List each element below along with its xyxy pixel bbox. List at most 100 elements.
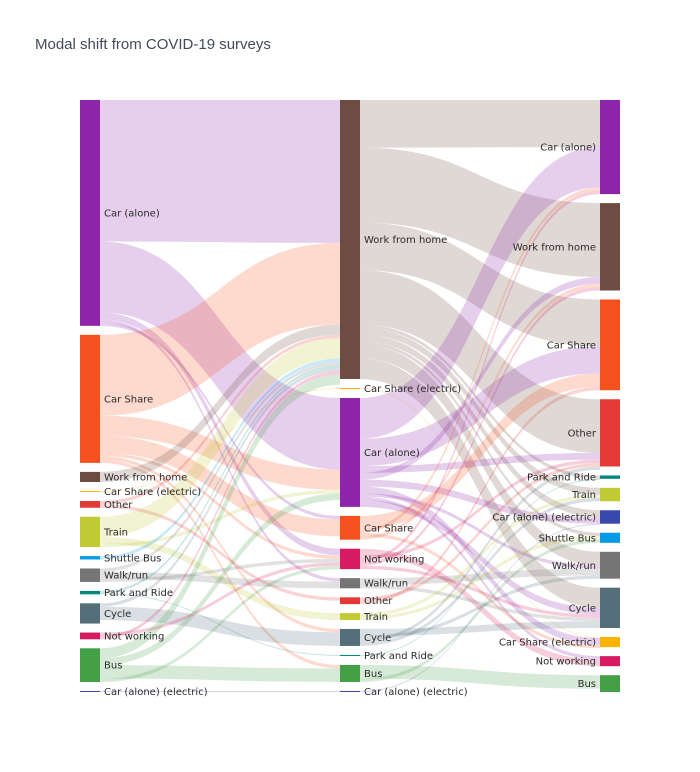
flow-other-to-other[interactable]	[360, 463, 600, 601]
node-right-car-alone[interactable]	[600, 100, 620, 195]
flow-walk-run-to-walk-run[interactable]	[360, 568, 600, 585]
flow-not-working-to-cycle[interactable]	[360, 565, 600, 618]
node-right-train[interactable]	[600, 487, 620, 502]
flow-park-and-ride-to-park-and-ride[interactable]	[360, 478, 600, 656]
flow-car-alone-to-car-share-electric[interactable]	[360, 486, 600, 645]
flow-car-share-to-car-share[interactable]	[360, 373, 600, 530]
node-left-train[interactable]	[80, 516, 100, 548]
flow-bus-to-car-alone[interactable]	[100, 493, 340, 666]
node-middle-walk-run[interactable]	[340, 578, 360, 589]
node-middle-car-alone[interactable]	[340, 398, 360, 507]
flow-car-alone-to-car-alone[interactable]	[360, 147, 600, 439]
flow-park-and-ride-to-work-from-home[interactable]	[100, 365, 340, 594]
flow-not-working-to-car-alone[interactable]	[360, 190, 600, 563]
flow-car-alone-to-work-from-home[interactable]	[360, 277, 600, 480]
node-left-park-and-ride[interactable]	[80, 590, 100, 595]
node-right-car-share-electric[interactable]	[600, 637, 620, 648]
flow-not-working-to-work-from-home[interactable]	[360, 287, 600, 566]
flow-bus-to-not-working[interactable]	[100, 565, 340, 682]
flow-car-alone-electric-to-car-alone-electric[interactable]	[360, 523, 600, 692]
node-right-car-share[interactable]	[600, 299, 620, 391]
flow-not-working-to-work-from-home[interactable]	[100, 371, 340, 640]
flow-walk-run-to-walk-run[interactable]	[100, 571, 340, 589]
flow-train-to-car-alone[interactable]	[100, 489, 340, 548]
flow-walk-run-to-not-working[interactable]	[100, 558, 340, 582]
flow-bus-to-work-from-home[interactable]	[100, 374, 340, 659]
flow-car-share-to-cycle[interactable]	[100, 456, 340, 633]
flow-not-working-to-not-working[interactable]	[360, 548, 600, 667]
flow-work-from-home-to-work-from-home[interactable]	[360, 147, 600, 278]
node-right-bus[interactable]	[600, 675, 620, 692]
node-middle-other[interactable]	[340, 597, 360, 605]
node-middle-park-and-ride[interactable]	[340, 654, 360, 656]
flow-car-share-to-car-share[interactable]	[100, 435, 340, 537]
node-right-shuttle-bus[interactable]	[600, 532, 620, 543]
node-left-car-alone[interactable]	[80, 100, 100, 326]
flow-bus-to-shuttle-bus[interactable]	[360, 539, 600, 682]
node-left-bus[interactable]	[80, 648, 100, 682]
flow-cycle-to-cycle[interactable]	[360, 621, 600, 636]
flow-bus-to-bus[interactable]	[100, 665, 340, 682]
flow-not-working-to-not-working[interactable]	[100, 562, 340, 636]
flow-car-alone-to-walk-run[interactable]	[100, 319, 340, 582]
node-left-car-share[interactable]	[80, 334, 100, 463]
flow-walk-run-to-cycle[interactable]	[360, 584, 600, 622]
flow-car-share-to-work-from-home[interactable]	[100, 242, 340, 416]
flow-cycle-to-work-from-home[interactable]	[100, 367, 340, 607]
node-middle-car-share[interactable]	[340, 515, 360, 540]
node-right-park-and-ride[interactable]	[600, 475, 620, 479]
node-middle-bus[interactable]	[340, 664, 360, 682]
flow-car-share-to-car-share-electric[interactable]	[360, 532, 600, 649]
flow-car-share-electric-to-car-share-electric[interactable]	[100, 387, 340, 493]
node-left-not-working[interactable]	[80, 632, 100, 640]
flow-work-from-home-to-shuttle-bus[interactable]	[360, 341, 600, 537]
flow-car-alone-to-other[interactable]	[360, 453, 600, 473]
node-middle-work-from-home[interactable]	[340, 100, 360, 379]
flow-bus-to-bus[interactable]	[360, 664, 600, 689]
flow-train-to-work-from-home[interactable]	[100, 338, 340, 537]
flow-walk-run-to-work-from-home[interactable]	[100, 361, 340, 572]
flow-cycle-to-cycle[interactable]	[100, 606, 340, 646]
node-left-cycle[interactable]	[80, 603, 100, 624]
flow-not-working-to-other[interactable]	[360, 459, 600, 559]
flow-car-alone-to-work-from-home[interactable]	[100, 100, 340, 243]
flow-car-alone-electric-to-car-alone-electric[interactable]	[100, 690, 340, 692]
flow-other-to-work-from-home[interactable]	[100, 334, 340, 505]
node-right-not-working[interactable]	[600, 656, 620, 667]
node-right-work-from-home[interactable]	[600, 203, 620, 291]
flow-work-from-home-to-other[interactable]	[360, 270, 600, 454]
flow-cycle-to-other[interactable]	[360, 466, 600, 643]
flow-cycle-to-walk-run[interactable]	[360, 575, 600, 640]
flow-park-and-ride-to-park-and-ride[interactable]	[100, 593, 340, 656]
node-left-shuttle-bus[interactable]	[80, 556, 100, 560]
flow-train-to-train[interactable]	[360, 494, 600, 617]
flow-car-share-to-work-from-home[interactable]	[360, 283, 600, 540]
flow-car-share-to-not-working[interactable]	[100, 452, 340, 559]
flow-car-share-electric-to-car-share-electric[interactable]	[360, 387, 600, 639]
node-middle-cycle[interactable]	[340, 628, 360, 646]
flow-work-from-home-to-cycle[interactable]	[360, 358, 600, 608]
node-left-work-from-home[interactable]	[80, 471, 100, 483]
flow-other-to-car-share[interactable]	[360, 386, 600, 605]
flow-work-from-home-to-walk-run[interactable]	[360, 344, 600, 566]
flow-car-alone-to-not-working[interactable]	[100, 312, 340, 556]
node-right-other[interactable]	[600, 399, 620, 467]
flow-car-alone-to-car-share[interactable]	[100, 322, 340, 520]
flow-train-to-shuttle-bus[interactable]	[360, 536, 600, 620]
flow-work-from-home-to-car-alone[interactable]	[360, 100, 600, 148]
flow-work-from-home-to-car-share[interactable]	[360, 222, 600, 347]
flow-car-share-to-car-alone[interactable]	[100, 415, 340, 490]
flow-car-alone-to-walk-run[interactable]	[360, 493, 600, 569]
flow-car-alone-to-car-alone-electric[interactable]	[360, 479, 600, 524]
flow-car-share-to-bus[interactable]	[100, 459, 340, 669]
node-right-cycle[interactable]	[600, 587, 620, 629]
node-right-walk-run[interactable]	[600, 551, 620, 579]
flow-car-alone-to-car-alone[interactable]	[100, 241, 340, 470]
flow-train-to-train[interactable]	[100, 536, 340, 620]
node-right-car-alone-electric[interactable]	[600, 510, 620, 524]
flow-car-alone-to-cycle[interactable]	[360, 500, 600, 615]
node-middle-car-alone-electric[interactable]	[340, 690, 360, 692]
node-left-car-share-electric[interactable]	[80, 491, 100, 493]
flow-car-alone-to-car-share[interactable]	[360, 346, 600, 467]
node-middle-car-share-electric[interactable]	[340, 387, 360, 390]
